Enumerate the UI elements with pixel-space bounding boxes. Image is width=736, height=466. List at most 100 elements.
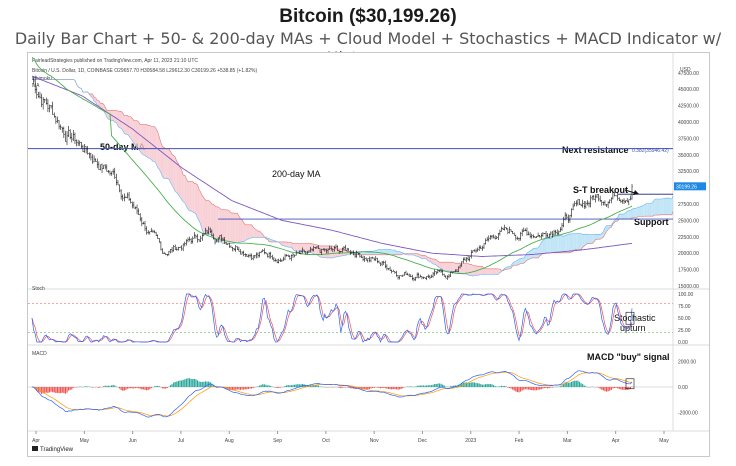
macd-histogram-bar	[550, 387, 552, 388]
macd-histogram-bar	[141, 387, 143, 390]
macd-histogram-bar	[483, 384, 485, 387]
cloud-segment	[162, 146, 165, 179]
macd-histogram-bar	[443, 385, 445, 387]
macd-histogram-bar	[110, 385, 113, 387]
cloud-segment	[565, 234, 567, 253]
macd-histogram-bar	[395, 387, 398, 390]
macd-histogram-bar	[426, 385, 428, 387]
macd-histogram-bar	[580, 383, 582, 387]
cloud-segment	[95, 97, 98, 106]
cloud-segment	[444, 262, 446, 271]
macd-histogram-bar	[574, 380, 576, 387]
cloud-segment	[595, 234, 597, 240]
macd-histogram-bar	[91, 387, 94, 388]
cloud-segment	[300, 243, 303, 252]
cloud-segment	[138, 121, 141, 152]
cloud-segment	[250, 224, 252, 239]
publisher-label: FairleadStrategies published on TradingV…	[32, 58, 198, 64]
cloud-segment	[428, 257, 430, 262]
stoch-d-line	[31, 293, 633, 343]
cloud-segment	[308, 243, 311, 253]
cloud-segment	[566, 234, 569, 253]
cloud-segment	[208, 200, 211, 235]
ichimoku-cloud	[32, 79, 673, 277]
cloud-segment	[571, 233, 574, 252]
cloud-segment	[635, 207, 637, 218]
cloud-segment	[491, 268, 494, 275]
macd-histogram-bar	[56, 387, 59, 393]
cloud-segment	[211, 204, 214, 238]
cloud-segment	[218, 206, 220, 242]
cloud-segment	[662, 198, 664, 215]
cloud-segment	[643, 204, 645, 217]
cloud-segment	[215, 205, 217, 241]
macd-histogram-bar	[575, 380, 577, 387]
macd-histogram-bar	[144, 387, 146, 390]
macd-histogram-bar	[620, 387, 622, 390]
x-tick-label: Apr	[612, 438, 620, 444]
macd-histogram-bar	[430, 385, 433, 387]
macd-histogram-bar	[287, 385, 289, 387]
macd-histogram-bar	[392, 387, 394, 390]
cloud-segment	[534, 248, 537, 258]
macd-histogram-bar	[45, 387, 47, 393]
macd-histogram-bar	[161, 387, 164, 389]
macd-histogram-bar	[381, 387, 383, 388]
macd-histogram-bar	[290, 385, 293, 387]
cloud-segment	[644, 203, 647, 217]
cloud-segment	[328, 245, 330, 258]
macd-histogram-bar	[371, 387, 374, 388]
macd-histogram-bar	[559, 386, 561, 387]
macd-histogram-bar	[547, 387, 549, 389]
cloud-segment	[390, 249, 392, 255]
macd-histogram-bar	[440, 383, 442, 387]
cloud-segment	[663, 198, 666, 215]
breakout-arrow-head	[633, 190, 639, 195]
cloud-segment	[207, 200, 209, 234]
macd-histogram-bar	[572, 381, 574, 387]
cloud-segment	[141, 124, 144, 155]
macd-histogram-bar	[166, 387, 168, 388]
macd-histogram-bar	[534, 387, 536, 391]
macd-histogram-bar	[532, 387, 534, 391]
annotation-50day-ma: 50-day MA	[100, 142, 146, 152]
macd-histogram-bar	[442, 384, 444, 387]
cloud-segment	[423, 255, 426, 259]
macd-histogram-bar	[187, 378, 189, 387]
cloud-segment	[297, 243, 300, 252]
macd-histogram-bar	[34, 387, 36, 389]
macd-histogram-bar	[50, 387, 52, 392]
x-tick-label: Nov	[370, 438, 379, 444]
macd-histogram-bar	[400, 387, 402, 389]
cloud-segment	[477, 266, 480, 276]
macd-histogram-bar	[478, 383, 480, 387]
cloud-segment	[452, 262, 454, 272]
macd-histogram-bar	[429, 385, 431, 387]
macd-histogram-bar	[504, 385, 506, 387]
cloud-segment	[533, 248, 535, 258]
cloud-segment	[191, 181, 193, 212]
macd-histogram-bar	[293, 384, 296, 387]
macd-histogram-bar	[114, 385, 116, 387]
macd-histogram-bar	[231, 387, 234, 391]
macd-histogram-bar	[610, 387, 612, 390]
cloud-segment	[517, 259, 520, 266]
cloud-segment	[445, 262, 448, 272]
macd-histogram-bar	[313, 385, 315, 387]
macd-histogram-bar	[138, 387, 140, 389]
macd-histogram-bar	[305, 384, 307, 387]
macd-histogram-bar	[486, 384, 488, 387]
cloud-segment	[409, 253, 411, 256]
macd-histogram-bar	[251, 387, 253, 389]
macd-histogram-bar	[257, 386, 259, 387]
cloud-segment	[458, 263, 461, 274]
cloud-segment	[269, 238, 271, 242]
macd-histogram-bar	[364, 387, 366, 390]
cloud-segment	[511, 263, 513, 269]
breakout-arrow	[624, 189, 636, 194]
cloud-segment	[229, 210, 231, 244]
cloud-segment	[606, 225, 609, 232]
cloud-segment	[573, 233, 575, 252]
stoch-y-tick-label: 25.00	[678, 328, 691, 334]
cloud-segment	[256, 229, 258, 238]
